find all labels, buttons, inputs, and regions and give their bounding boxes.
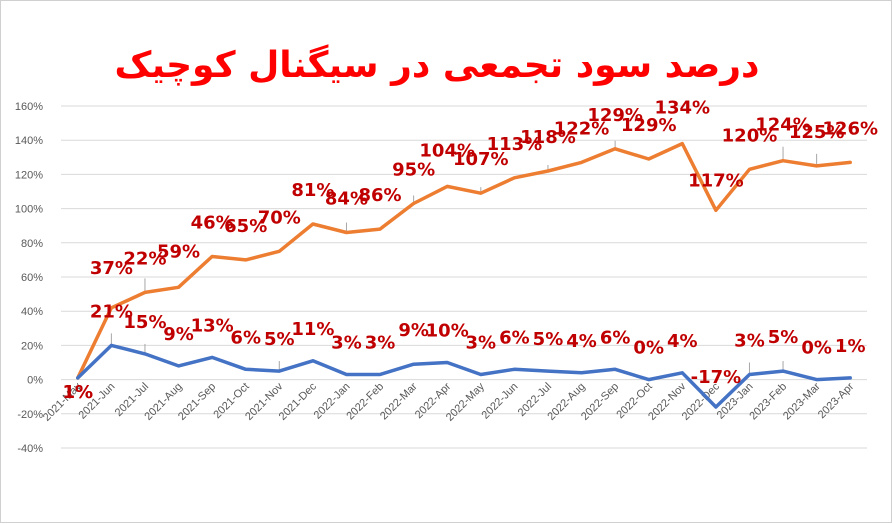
x-tick-label: 2023-Apr [816, 380, 857, 421]
data-label: 5% [264, 329, 295, 350]
data-label: 126% [822, 118, 878, 139]
y-axis-ticks: -40% -20% 0% 20% 40% 60% 80% 100% 120% 140% 160% [15, 101, 43, 455]
data-labels: 1% 37%22%59% 46%65%70% 81%84%86% 95%104%107%… [63, 98, 879, 403]
data-label: 4% [667, 331, 698, 352]
data-label: 65% [224, 216, 267, 237]
data-label: 3% [466, 332, 497, 353]
data-label: 10% [426, 321, 469, 342]
data-label: 6% [499, 327, 530, 348]
y-tick-label: 160% [15, 101, 43, 113]
data-label: 0% [633, 338, 664, 359]
x-tick-label: 2021-Dec [277, 380, 320, 423]
data-label: 1% [835, 336, 866, 357]
data-label: 129% [621, 115, 677, 136]
data-label: 0% [801, 338, 832, 359]
data-label: -17% [691, 367, 742, 388]
data-label: 1% [63, 382, 94, 403]
y-tick-label: 140% [15, 135, 43, 147]
data-label: 129% [587, 105, 643, 126]
data-label: 21% [90, 301, 133, 322]
data-label: 5% [768, 327, 799, 348]
y-tick-label: 20% [21, 340, 43, 352]
data-label: 3% [734, 330, 765, 351]
data-label: 46% [191, 212, 234, 233]
data-label: 117% [688, 170, 744, 191]
y-tick-label: -20% [17, 409, 43, 421]
data-label: 5% [533, 329, 564, 350]
data-label: 1% [63, 382, 94, 403]
x-tick-label: 2023-Mar [781, 380, 823, 422]
data-label: 6% [600, 327, 631, 348]
data-label: 4% [566, 331, 597, 352]
x-tick-label: 2022-Jun [480, 381, 521, 422]
data-label: 9% [398, 320, 429, 341]
data-label: 113% [487, 134, 543, 155]
y-tick-label: 120% [15, 169, 43, 181]
series-line [76, 141, 852, 380]
data-label: 15% [123, 312, 166, 333]
data-label: 118% [520, 127, 576, 148]
data-label: 120% [722, 125, 778, 146]
data-label: 3% [331, 332, 362, 353]
data-label: 95% [392, 159, 435, 180]
data-label: 11% [291, 319, 334, 340]
data-label: 107% [453, 149, 509, 170]
data-label: 9% [163, 324, 194, 345]
data-label: 6% [230, 327, 261, 348]
data-label: 122% [554, 118, 610, 139]
chart-title: درصد سود تجمعی در سیگنال کوچیک [115, 44, 760, 86]
data-label: 84% [325, 189, 368, 210]
x-tick-label: 2022-Mar [378, 380, 420, 422]
y-tick-label: -40% [17, 443, 43, 455]
data-label: 59% [157, 241, 200, 262]
data-label: 3% [365, 332, 396, 353]
data-label: 134% [654, 98, 710, 119]
data-label: 104% [419, 140, 475, 161]
data-label: 70% [258, 207, 301, 228]
y-tick-label: 40% [21, 306, 43, 318]
data-label: 124% [755, 115, 811, 136]
y-tick-label: 100% [15, 204, 43, 216]
data-label: 37% [90, 258, 133, 279]
series-lines [76, 141, 852, 409]
y-tick-label: 80% [21, 238, 43, 250]
y-tick-label: 60% [21, 272, 43, 284]
gridlines [61, 105, 867, 449]
y-tick-label: 0% [27, 375, 43, 387]
data-label: 13% [191, 315, 234, 336]
data-label: 22% [123, 248, 166, 269]
data-label: 81% [291, 180, 334, 201]
data-label: 125% [789, 122, 845, 143]
series-line [76, 343, 852, 409]
data-label: 86% [358, 185, 401, 206]
